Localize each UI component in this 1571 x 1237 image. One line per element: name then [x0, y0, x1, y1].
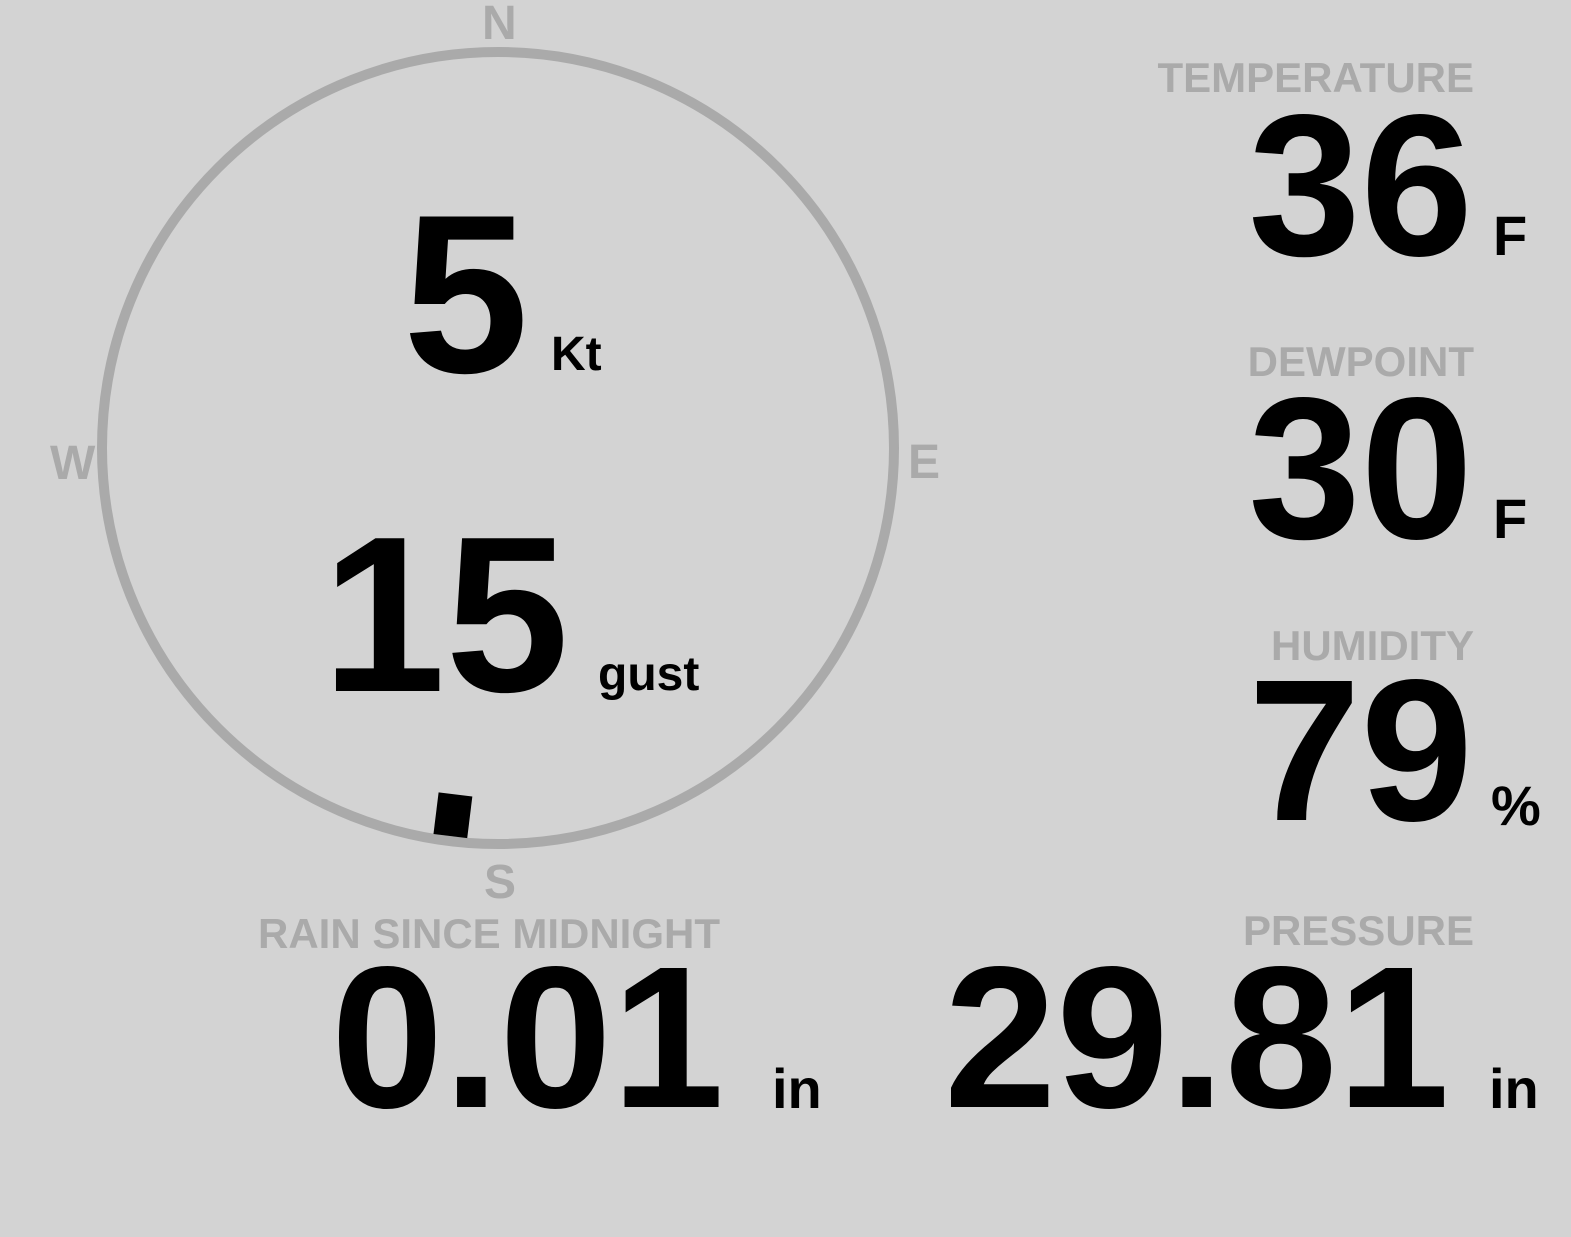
temperature-unit: F: [1493, 204, 1528, 267]
compass-west: W: [50, 437, 96, 490]
temperature-label: TEMPERATURE: [1157, 54, 1474, 101]
pressure-value: 29.81: [944, 924, 1450, 1150]
rain-unit: in: [772, 1057, 822, 1120]
wind-gust-unit: gust: [598, 648, 700, 701]
compass-south: S: [484, 856, 517, 909]
wind-speed-unit: Kt: [551, 328, 602, 381]
compass-north: N: [482, 0, 517, 50]
pressure-unit: in: [1489, 1057, 1539, 1120]
humidity-label: HUMIDITY: [1271, 622, 1474, 669]
rain-label: RAIN SINCE MIDNIGHT: [258, 910, 720, 957]
wind-direction-marker: [433, 792, 473, 839]
wind-speed-value: 5: [403, 167, 529, 420]
wind-gust-value: 15: [322, 491, 569, 739]
temperature-value: 36: [1248, 72, 1473, 298]
dewpoint-unit: F: [1493, 487, 1528, 550]
dewpoint-label: DEWPOINT: [1247, 338, 1474, 385]
rain-value: 0.01: [331, 924, 725, 1150]
humidity-unit: %: [1491, 774, 1541, 837]
pressure-label: PRESSURE: [1242, 907, 1474, 954]
dewpoint-value: 30: [1248, 355, 1473, 581]
compass-east: E: [908, 436, 941, 489]
compass-ring: [97, 47, 899, 849]
humidity-value: 79: [1248, 637, 1473, 863]
